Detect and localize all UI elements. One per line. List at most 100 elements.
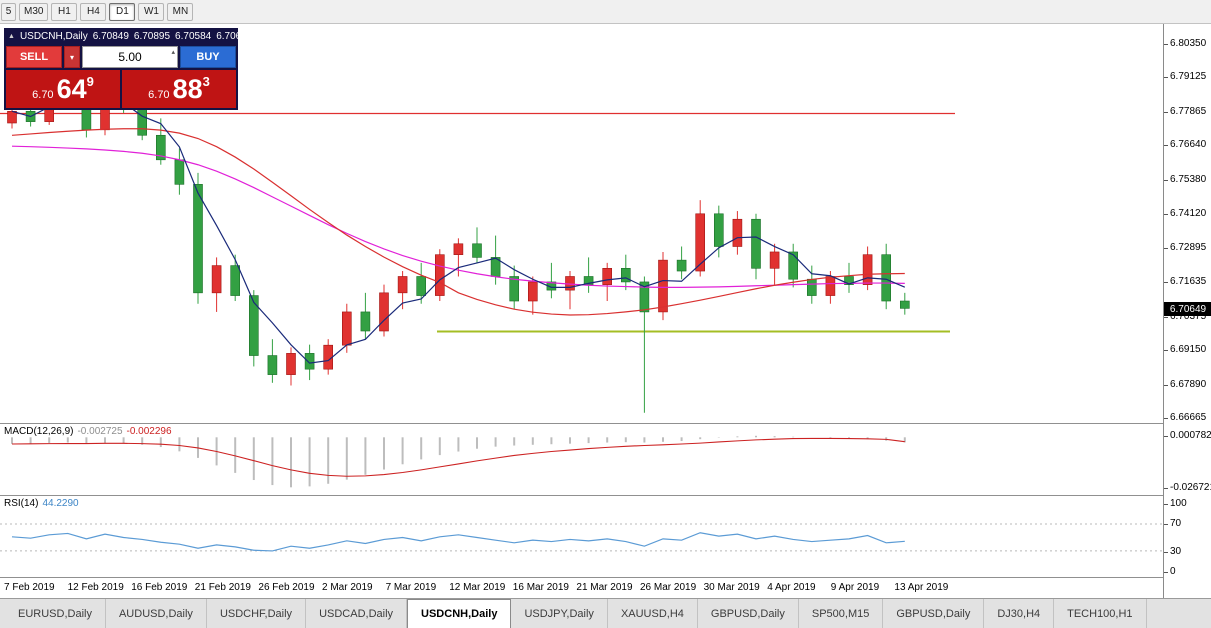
tab-usdcad-daily[interactable]: USDCAD,Daily [306,599,408,628]
axis-tick [1164,350,1168,352]
order-type-dropdown[interactable]: ▾ [64,46,80,68]
buy-price-pip: 3 [202,74,210,89]
candle-body [713,213,724,247]
price-axis-label: 6.66665 [1170,412,1207,423]
candle-body [751,218,761,269]
price-axis-label: 6.79125 [1170,71,1207,83]
price-axis-label: 6.67890 [1170,378,1207,390]
rsi-chart[interactable] [0,496,1163,577]
trade-controls-row: SELL ▾ ▴ BUY [4,44,238,70]
time-axis-label: 16 Feb 2019 [131,582,188,593]
candle-body [249,295,259,356]
axis-tick [1164,214,1168,216]
candle-body [788,251,799,280]
price-axis-label: 6.75380 [1170,173,1207,185]
axis-tick [1164,44,1168,45]
ohlc-high: 6.70895 [133,30,171,42]
candle-body [620,268,631,283]
tab-dj30-h4[interactable]: DJ30,H4 [984,599,1055,628]
macd-chart[interactable] [0,424,1163,495]
rsi-axis-label: 0 [1170,566,1176,577]
timeframe-button-d1[interactable]: D1 [109,2,136,21]
tab-eurusd-daily[interactable]: EURUSD,Daily [5,599,106,628]
tab-usdchf-daily[interactable]: USDCHF,Daily [206,599,307,628]
time-axis-label: 21 Mar 2019 [576,582,633,593]
time-axis-label: 2 Mar 2019 [322,582,373,593]
tab-audusd-daily[interactable]: AUDUSD,Daily [105,599,207,628]
axis-tick [1164,145,1168,147]
ohlc-open: 6.70849 [92,30,129,42]
rsi-panel[interactable]: RSI(14) 44.2290 [0,496,1163,578]
rsi-axis-label: 70 [1170,518,1182,530]
sell-price-prefix: 6.70 [32,89,54,101]
candle-body [472,243,482,258]
rsi-line [11,532,905,552]
tab-xauusd-h4[interactable]: XAUUSD,H4 [607,599,698,628]
one-click-trade-panel: ▲ USDCNH,Daily 6.70849 6.70895 6.70584 6… [4,28,252,110]
time-axis-label: 16 Mar 2019 [512,582,569,593]
timeframe-button-mn[interactable]: MN [167,2,194,21]
timeframe-button-w1[interactable]: W1 [138,2,165,21]
rsi-label: RSI(14) 44.2290 [4,498,79,509]
price-chart-panel[interactable]: ▲ USDCNH,Daily 6.70849 6.70895 6.70584 6… [0,24,1163,424]
price-axis-label: 6.71635 [1170,276,1207,288]
candle-body [137,107,147,136]
buy-price-button[interactable]: 6.70 88 3 [122,70,236,108]
candle-body [676,259,687,272]
time-axis-label: 9 Apr 2019 [830,582,880,593]
ohlc-close: 6.70649 [216,30,253,42]
macd-signal-value: -0.002296 [126,426,172,437]
tab-tech100-h1[interactable]: TECH100,H1 [1054,599,1147,628]
candle-body [899,300,910,309]
ma-slow-line [11,145,905,288]
timeframe-button-5[interactable]: 5 [1,2,16,21]
candle-body [732,218,743,247]
tab-gbpusd-daily[interactable]: GBPUSD,Daily [697,599,799,628]
collapse-arrow-icon[interactable]: ▲ [8,32,15,40]
candle-body [527,281,538,302]
time-axis-label: 7 Mar 2019 [385,582,437,593]
tab-usdjpy-daily[interactable]: USDJPY,Daily [511,599,608,628]
time-axis-label: 30 Mar 2019 [703,582,760,593]
macd-axis-label: -0.026721 [1170,482,1211,494]
sell-button[interactable]: SELL [6,46,62,68]
axis-tick [1164,572,1168,573]
time-axis-label: 13 Apr 2019 [894,582,949,593]
price-axis[interactable]: 6.80350 6.79125 6.77865 6.76640 6.75380 6.741… [1163,24,1211,598]
timeframe-button-h4[interactable]: H4 [80,2,107,21]
sell-price-pip: 9 [86,74,94,89]
time-axis-label: 7 Feb 2019 [4,582,55,593]
chart-tab-bar: EURUSD,Daily AUDUSD,Daily USDCHF,Daily USDC… [0,598,1211,628]
symbol-label: USDCNH,Daily [19,30,88,42]
axis-tick [1164,77,1168,79]
macd-axis-label: 0.000782 [1170,430,1211,441]
candle-body [286,353,296,375]
current-price-badge: 6.70649 [1164,302,1211,317]
macd-panel[interactable]: MACD(12,26,9) -0.002725 -0.002296 [0,424,1163,496]
candle-body [7,110,17,124]
volume-spinner-icon[interactable]: ▴ [171,49,175,56]
timeframe-button-h1[interactable]: H1 [51,2,78,21]
axis-tick [1164,384,1168,386]
candle-body [844,276,854,285]
tab-sp500-m15[interactable]: SP500,M15 [798,599,884,628]
price-axis-label: 6.76640 [1170,139,1207,151]
trade-prices-row: 6.70 64 9 6.70 88 3 [4,70,238,110]
buy-button[interactable]: BUY [180,46,236,68]
axis-tick [1164,316,1168,318]
time-axis[interactable]: 7 Feb 2019 12 Feb 2019 16 Feb 2019 21 Feb 2… [0,578,1163,598]
candle-body [602,268,613,285]
axis-tick [1164,551,1168,553]
ohlc-low: 6.70584 [175,30,212,42]
candle-body [156,134,166,161]
timeframe-button-m30[interactable]: M30 [19,2,49,21]
time-axis-label: 4 Apr 2019 [767,582,816,593]
sell-price-button[interactable]: 6.70 64 9 [6,70,120,108]
tab-usdcnh-daily[interactable]: USDCNH,Daily [407,599,512,628]
axis-tick [1164,488,1168,490]
buy-price-prefix: 6.70 [148,89,170,101]
candle-body [862,254,873,285]
tab-gbpusd-daily[interactable]: GBPUSD,Daily [883,599,985,628]
volume-input[interactable] [83,47,177,67]
